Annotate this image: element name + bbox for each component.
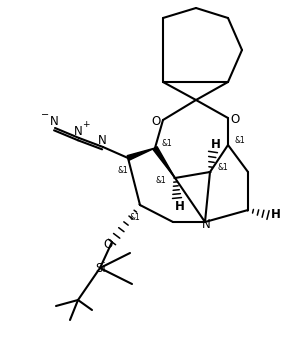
- Text: Si: Si: [96, 262, 106, 276]
- Text: O: O: [230, 112, 240, 126]
- Text: H: H: [175, 199, 185, 213]
- Text: N: N: [98, 134, 106, 146]
- Polygon shape: [127, 148, 155, 160]
- Text: O: O: [151, 115, 161, 127]
- Text: &1: &1: [156, 175, 166, 184]
- Text: N: N: [202, 218, 210, 231]
- Text: H: H: [211, 137, 221, 150]
- Text: &1: &1: [218, 163, 228, 171]
- Text: O: O: [103, 237, 113, 251]
- Text: +: +: [82, 120, 90, 129]
- Text: H: H: [271, 208, 281, 221]
- Text: N: N: [50, 115, 58, 127]
- Polygon shape: [153, 147, 175, 178]
- Text: &1: &1: [162, 139, 173, 147]
- Text: &1: &1: [118, 165, 128, 174]
- Text: −: −: [41, 110, 49, 120]
- Text: &1: &1: [130, 213, 140, 222]
- Text: N: N: [74, 125, 82, 137]
- Text: &1: &1: [235, 135, 245, 145]
